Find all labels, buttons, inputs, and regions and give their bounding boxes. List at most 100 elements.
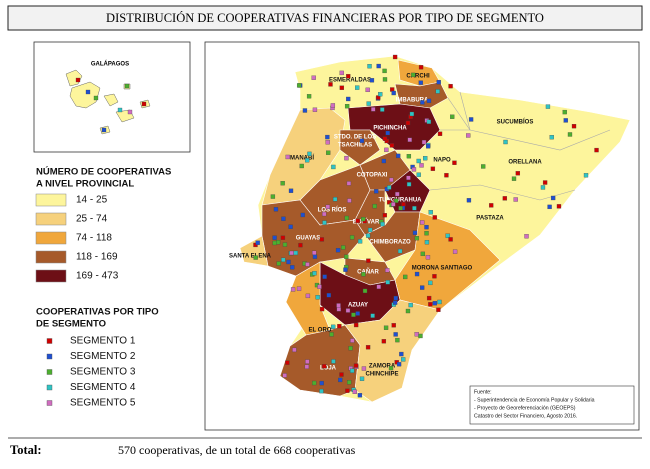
cooperative-marker (322, 274, 327, 279)
cooperative-marker (414, 236, 420, 241)
cooperative-marker (395, 191, 400, 197)
cooperative-marker (401, 202, 406, 207)
cooperative-marker (562, 109, 567, 115)
cooperative-marker (339, 372, 344, 377)
cooperative-marker (380, 107, 385, 112)
cooperative-marker (386, 185, 392, 190)
province-label: CARCHI (406, 74, 430, 80)
source-line: - Superintendencia de Economía Popular y… (474, 397, 595, 403)
cooperative-marker (322, 364, 327, 369)
cooperative-marker (345, 308, 351, 313)
cooperative-marker (290, 265, 295, 270)
cooperative-marker (362, 288, 368, 294)
cooperative-marker (288, 188, 294, 193)
cooperative-marker (299, 163, 304, 169)
cooperative-marker (418, 333, 423, 339)
cooperative-marker (359, 376, 365, 381)
province-label: CHINCHIPE (365, 372, 398, 378)
cooperative-marker (319, 306, 325, 312)
cooperative-marker (101, 127, 107, 133)
cooperative-marker (382, 213, 387, 218)
cooperative-marker (381, 339, 387, 344)
cooperative-marker (418, 65, 424, 70)
legend-marker (46, 353, 53, 360)
cooperative-marker (281, 257, 286, 263)
province-label: IMBABURA (396, 98, 429, 104)
cooperative-marker (335, 248, 341, 253)
cooperative-marker (448, 237, 453, 242)
cooperative-marker (524, 234, 529, 239)
cooperative-marker (550, 195, 556, 201)
cooperative-marker (381, 158, 387, 164)
cooperative-marker (392, 300, 398, 305)
cooperative-marker (435, 89, 440, 94)
cooperative-marker (556, 204, 562, 209)
cooperative-marker (385, 130, 390, 136)
cooperative-marker (350, 338, 355, 343)
cooperative-marker (365, 233, 371, 238)
cooperative-marker (273, 207, 279, 212)
cooperative-marker (117, 107, 123, 113)
cooperative-marker (393, 295, 398, 301)
cooperative-marker (312, 271, 317, 276)
cooperative-marker (339, 70, 344, 76)
source: Fuente: - Superintendencia de Economía P… (474, 389, 595, 419)
cooperative-marker (594, 147, 599, 153)
cooperative-marker (282, 373, 287, 378)
cooperative-marker (285, 360, 290, 365)
cooperative-marker (361, 216, 366, 222)
province-label: PICHINCHA (373, 126, 407, 132)
cooperative-marker (426, 119, 432, 124)
cooperative-marker (347, 198, 352, 203)
cooperative-marker (337, 323, 342, 329)
cooperative-marker (549, 135, 554, 140)
cooperative-marker (276, 261, 281, 266)
cooperative-marker (452, 160, 457, 165)
footer-text: 570 cooperativas, de un total de 668 coo… (118, 443, 356, 457)
cooperative-marker (272, 240, 277, 246)
cooperative-marker (355, 218, 360, 224)
cooperative-marker (436, 307, 441, 312)
cooperative-marker (346, 96, 351, 102)
cooperative-marker (420, 251, 426, 257)
cooperative-marker (405, 308, 411, 314)
inset-label: GALÁPAGOS (91, 61, 129, 68)
cooperative-marker (75, 77, 81, 83)
cooperative-marker (396, 362, 402, 367)
cooperative-marker (515, 171, 521, 176)
legend-marker (46, 369, 53, 375)
cooperative-marker (419, 285, 425, 290)
province-label: SUCUMBÍOS (497, 118, 534, 126)
cooperative-marker (304, 158, 310, 163)
legend-marker (46, 400, 53, 406)
cooperative-marker (468, 117, 474, 122)
cooperative-marker (409, 111, 415, 117)
cooperative-marker (424, 240, 430, 245)
cooperative-marker (322, 211, 327, 217)
cooperative-marker (416, 158, 421, 164)
cooperative-marker (424, 231, 429, 236)
cooperative-marker (376, 284, 381, 290)
cooperative-marker (420, 220, 425, 225)
legend-label: 14 - 25 (76, 195, 108, 206)
province-label: MANABÍ (290, 154, 314, 162)
cooperative-marker (428, 280, 433, 286)
cooperative-marker (328, 82, 333, 87)
cooperative-marker (542, 180, 548, 185)
cooperative-marker (428, 210, 433, 215)
cooperative-marker (124, 83, 130, 89)
cooperative-marker (282, 242, 288, 247)
cooperative-marker (437, 299, 442, 305)
province-label: CAÑAR (357, 269, 379, 276)
legend-heading: A NIVEL PROVINCIAL (36, 179, 134, 190)
province-label: ORELLANA (508, 160, 542, 166)
cooperative-marker (300, 212, 305, 218)
cooperative-marker (393, 332, 398, 337)
cooperative-marker (366, 101, 371, 106)
cooperative-marker (290, 287, 296, 292)
cooperative-marker (466, 198, 472, 203)
cooperative-marker (93, 95, 99, 101)
cooperative-marker (315, 295, 320, 300)
cooperative-marker (307, 151, 312, 157)
cooperative-marker (385, 280, 390, 285)
